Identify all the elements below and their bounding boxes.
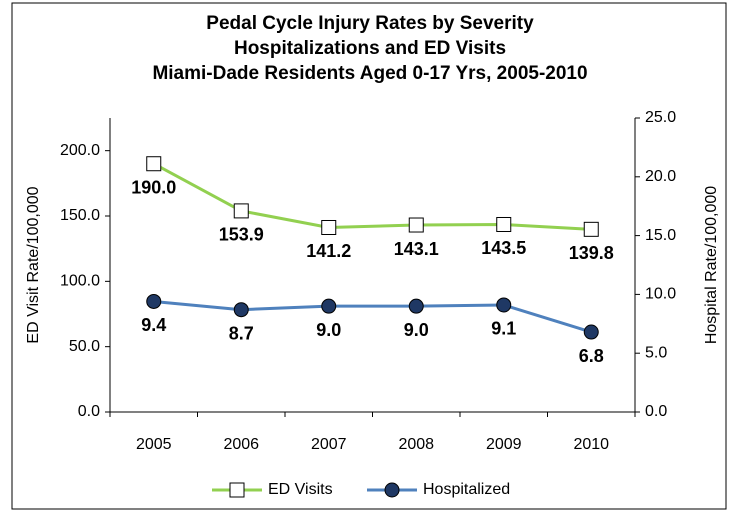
x-tick-label: 2010 [573, 436, 609, 453]
data-label: 8.7 [229, 323, 254, 343]
x-tick-label: 2005 [136, 436, 172, 453]
y2-tick-label: 5.0 [645, 344, 667, 361]
data-label: 190.0 [131, 177, 176, 197]
y-axis-label: ED Visit Rate/100,000 [25, 186, 42, 343]
data-label: 9.0 [404, 320, 429, 340]
y-tick-label: 100.0 [60, 273, 100, 290]
legend-marker [229, 482, 245, 498]
y2-tick-label: 15.0 [645, 227, 676, 244]
x-tick-label: 2009 [486, 436, 522, 453]
data-point [496, 216, 512, 232]
data-point [583, 221, 599, 237]
data-point [583, 324, 599, 340]
data-label: 9.1 [491, 319, 516, 339]
chart-subtitle: Hospitalizations and ED Visits [234, 38, 506, 59]
data-point [233, 203, 249, 219]
data-label: 153.9 [219, 225, 264, 245]
data-label: 143.1 [394, 239, 439, 259]
y-tick-label: 50.0 [69, 338, 100, 355]
x-tick-label: 2006 [223, 436, 259, 453]
data-point [496, 297, 512, 313]
chart-frame [11, 2, 727, 510]
series-line [153, 299, 592, 334]
y-tick-label: 0.0 [78, 403, 100, 420]
legend-marker [384, 482, 400, 498]
data-point [233, 302, 249, 318]
data-point [408, 298, 424, 314]
y-tick-label: 200.0 [60, 142, 100, 159]
data-point [146, 156, 162, 172]
legend-label: Hospitalized [423, 481, 510, 498]
data-label: 141.2 [306, 241, 351, 261]
data-point [321, 298, 337, 314]
y2-tick-label: 0.0 [645, 403, 667, 420]
data-label: 9.4 [141, 315, 166, 335]
legend-label: ED Visits [268, 481, 333, 498]
data-point [321, 219, 337, 235]
x-tick-label: 2007 [311, 436, 347, 453]
chart-title: Pedal Cycle Injury Rates by Severity [206, 13, 534, 34]
x-tick-label: 2008 [398, 436, 434, 453]
data-point [408, 217, 424, 233]
series-line [153, 162, 592, 231]
data-point [146, 293, 162, 309]
data-label: 139.8 [569, 243, 614, 263]
y2-axis-label: Hospital Rate/100,000 [703, 186, 720, 344]
y2-tick-label: 20.0 [645, 168, 676, 185]
data-label: 6.8 [579, 346, 604, 366]
y2-tick-label: 25.0 [645, 109, 676, 126]
data-label: 143.5 [481, 238, 526, 258]
y-tick-label: 150.0 [60, 207, 100, 224]
chart-subtitle: Miami-Dade Residents Aged 0-17 Yrs, 2005… [152, 63, 587, 84]
y2-tick-label: 10.0 [645, 286, 676, 303]
data-label: 9.0 [316, 320, 341, 340]
